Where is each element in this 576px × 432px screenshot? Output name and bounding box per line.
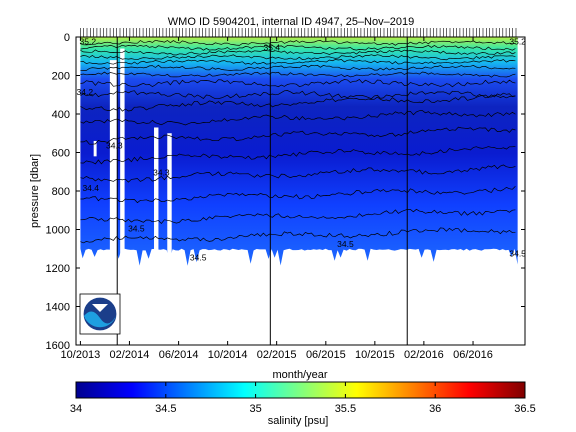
colorbar-tick-label: 34 [70, 403, 82, 415]
colorbar-tick-label: 35 [249, 403, 261, 415]
y-tick-label: 1000 [46, 225, 70, 237]
salinity-field [80, 37, 518, 266]
y-tick-label: 0 [64, 32, 70, 44]
contour-line [80, 164, 516, 183]
data-gap [154, 127, 159, 345]
colorbar [75, 381, 526, 399]
colorbar-tick-label: 35.5 [335, 403, 356, 415]
contour-label: 34.5 [337, 239, 354, 249]
x-tick-label: 10/2013 [61, 349, 101, 361]
contour-line [80, 59, 516, 65]
chart-title: WMO ID 5904201, internal ID 4947, 25–Nov… [168, 16, 414, 28]
contour-line [80, 185, 516, 204]
x-tick-label: 10/2015 [355, 349, 395, 361]
x-axis-label: month/year [272, 369, 327, 381]
data-gap [120, 48, 125, 345]
x-tick-label: 06/2016 [453, 349, 493, 361]
data-gap [109, 60, 118, 345]
contour-line [80, 90, 516, 100]
contour-label: 34.4 [82, 183, 99, 193]
contour-label: 34.5 [509, 248, 526, 258]
colorbar-tick-label: 36.5 [514, 403, 535, 415]
colorbar-label: salinity [psu] [268, 415, 329, 427]
y-axis-label: pressure [dbar] [29, 154, 41, 228]
x-tick-label: 06/2014 [159, 349, 199, 361]
x-tick-label: 02/2016 [404, 349, 444, 361]
contour-line [80, 78, 516, 88]
contour-label: 35.2 [80, 37, 97, 47]
x-tick-label: 02/2014 [110, 349, 150, 361]
data-gap [93, 140, 97, 157]
contour-line [80, 110, 516, 126]
contour-label: 34.3 [106, 141, 123, 151]
contour-labels: 35.2 35.4 35.2 34.2 34.3 34.3 34.4 34.5 34.5 34.5… [77, 37, 527, 263]
data-gap [167, 133, 172, 345]
contour-line [80, 92, 516, 112]
contour-label: 35.2 [509, 37, 526, 47]
y-axis: 0 200 400 600 800 1000 1200 1400 1600 [46, 32, 525, 352]
x-tick-label: 02/2015 [257, 349, 297, 361]
contour-line [80, 126, 516, 145]
isohaline-contours [80, 39, 516, 244]
contour-line [80, 39, 516, 46]
contour-line [80, 44, 516, 51]
contour-line [80, 64, 516, 71]
y-tick-label: 600 [52, 148, 70, 160]
contour-line [80, 49, 516, 56]
x-axis: 10/2013 02/2014 06/2014 10/2014 02/2015 06/20… [61, 37, 493, 361]
data-gaps [93, 48, 172, 345]
y-tick-label: 1200 [46, 263, 70, 275]
contour-label: 34.5 [190, 252, 207, 262]
colorbar-tick-label: 34.5 [155, 403, 176, 415]
x-tick-label: 10/2014 [208, 349, 248, 361]
profile-ticks [80, 28, 517, 37]
y-tick-label: 1600 [46, 340, 70, 352]
x-tick-label: 06/2015 [306, 349, 346, 361]
contour-line [80, 208, 516, 225]
contour-label: 34.5 [128, 223, 145, 233]
y-tick-label: 1400 [46, 302, 70, 314]
data-field [80, 37, 518, 345]
contour-line [80, 145, 516, 165]
noaa-logo [79, 293, 121, 335]
contour-label: 35.4 [264, 42, 281, 52]
contour-label: 34.2 [77, 87, 94, 97]
y-tick-label: 800 [52, 186, 70, 198]
contour-line [80, 227, 516, 244]
y-tick-label: 400 [52, 109, 70, 121]
contour-line [80, 54, 516, 61]
contour-line [80, 71, 516, 78]
colorbar-tick-label: 36 [429, 403, 441, 415]
colorbar-ticks: 34 34.5 35 35.5 36 36.5 [70, 382, 536, 415]
contour-label: 34.3 [153, 168, 170, 178]
y-tick-label: 200 [52, 71, 70, 83]
